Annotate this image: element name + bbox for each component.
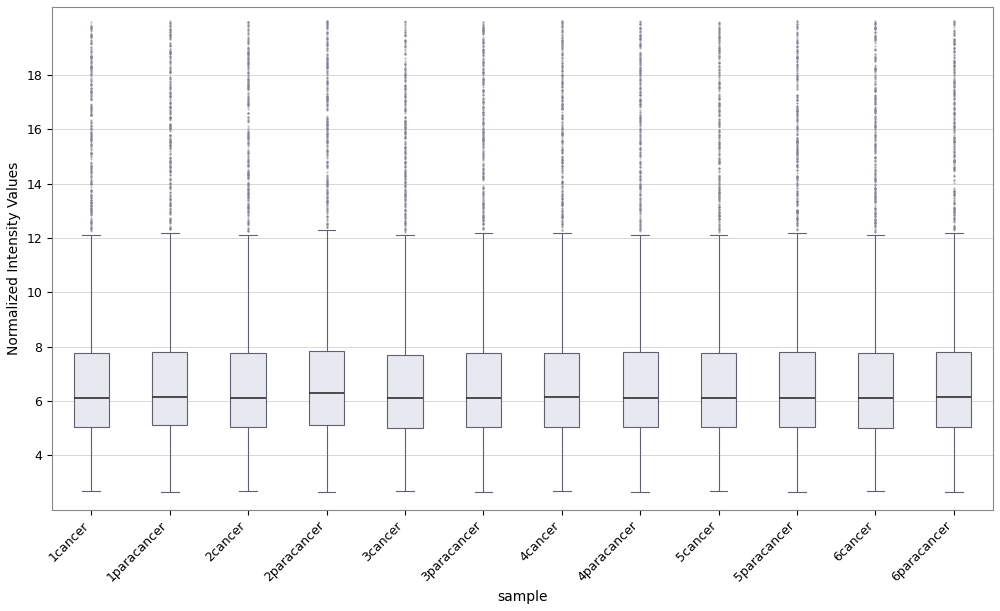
PathPatch shape — [701, 353, 736, 427]
Y-axis label: Normalized Intensity Values: Normalized Intensity Values — [7, 162, 21, 355]
PathPatch shape — [779, 352, 815, 427]
PathPatch shape — [466, 353, 501, 427]
PathPatch shape — [152, 352, 187, 425]
PathPatch shape — [74, 353, 109, 427]
PathPatch shape — [936, 352, 971, 427]
PathPatch shape — [623, 352, 658, 427]
PathPatch shape — [387, 355, 423, 428]
PathPatch shape — [230, 353, 266, 427]
PathPatch shape — [309, 351, 344, 425]
X-axis label: sample: sample — [497, 590, 548, 604]
PathPatch shape — [858, 353, 893, 428]
PathPatch shape — [544, 353, 579, 427]
